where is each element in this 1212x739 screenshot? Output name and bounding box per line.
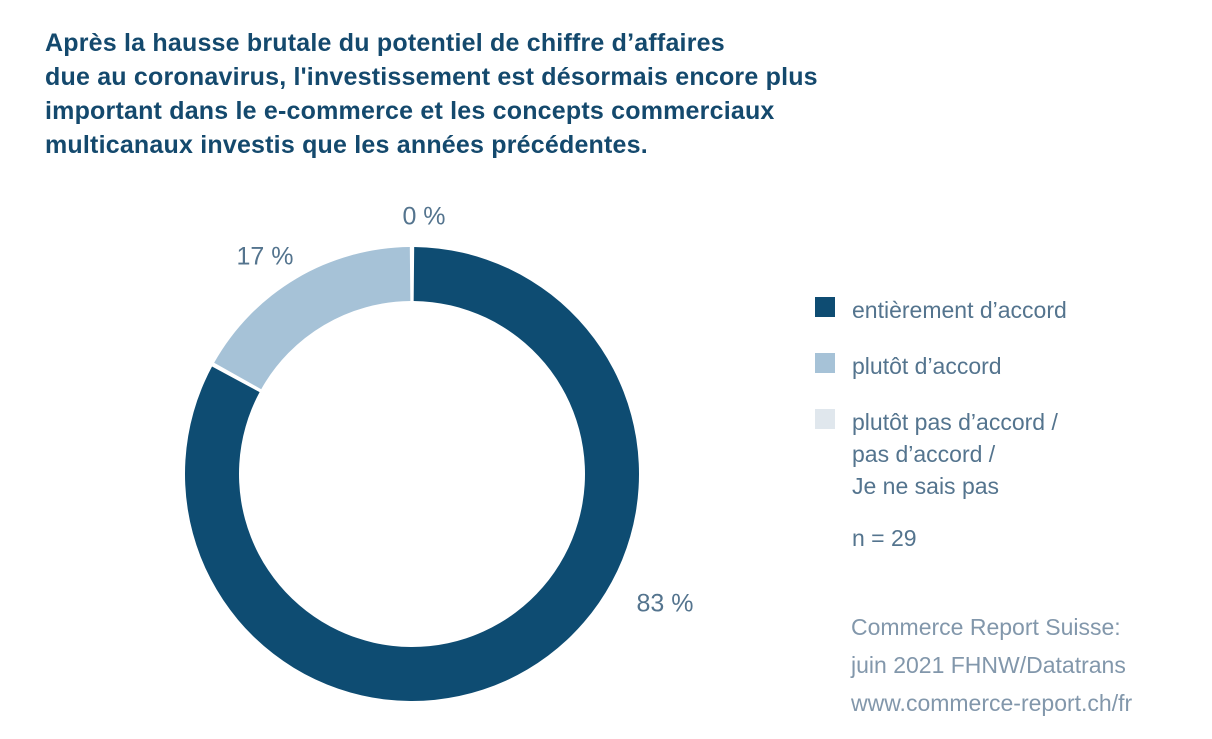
donut-slice-1 [214, 247, 411, 390]
legend-swatch-fully-agree-icon [815, 297, 835, 317]
source-attribution: Commerce Report Suisse: juin 2021 FHNW/D… [851, 614, 1133, 716]
legend-item-rather-agree: plutôt d’accord [815, 350, 1195, 382]
sample-size: n = 29 [852, 525, 917, 551]
donut-chart [185, 247, 639, 701]
legend-label-rather-agree: plutôt d’accord [852, 353, 1002, 379]
legend-item-disagree-dontknow: plutôt pas d’accord / pas d’accord / Je … [815, 406, 1195, 502]
legend-swatch-disagree-dontknow-icon [815, 409, 835, 429]
legend-item-fully-agree: entièrement d’accord [815, 294, 1195, 326]
slice-label-0: 0 % [402, 202, 446, 231]
legend-label-disagree-dontknow: plutôt pas d’accord / pas d’accord / Je … [852, 409, 1058, 499]
legend-swatch-rather-agree-icon [815, 353, 835, 373]
chart-title: Après la hausse brutale du potentiel de … [45, 29, 818, 159]
slice-label-17: 17 % [236, 242, 294, 271]
legend-label-fully-agree: entièrement d’accord [852, 297, 1067, 323]
slice-label-83: 83 % [636, 589, 694, 618]
legend: entièrement d’accord plutôt d’accord plu… [815, 294, 1195, 502]
